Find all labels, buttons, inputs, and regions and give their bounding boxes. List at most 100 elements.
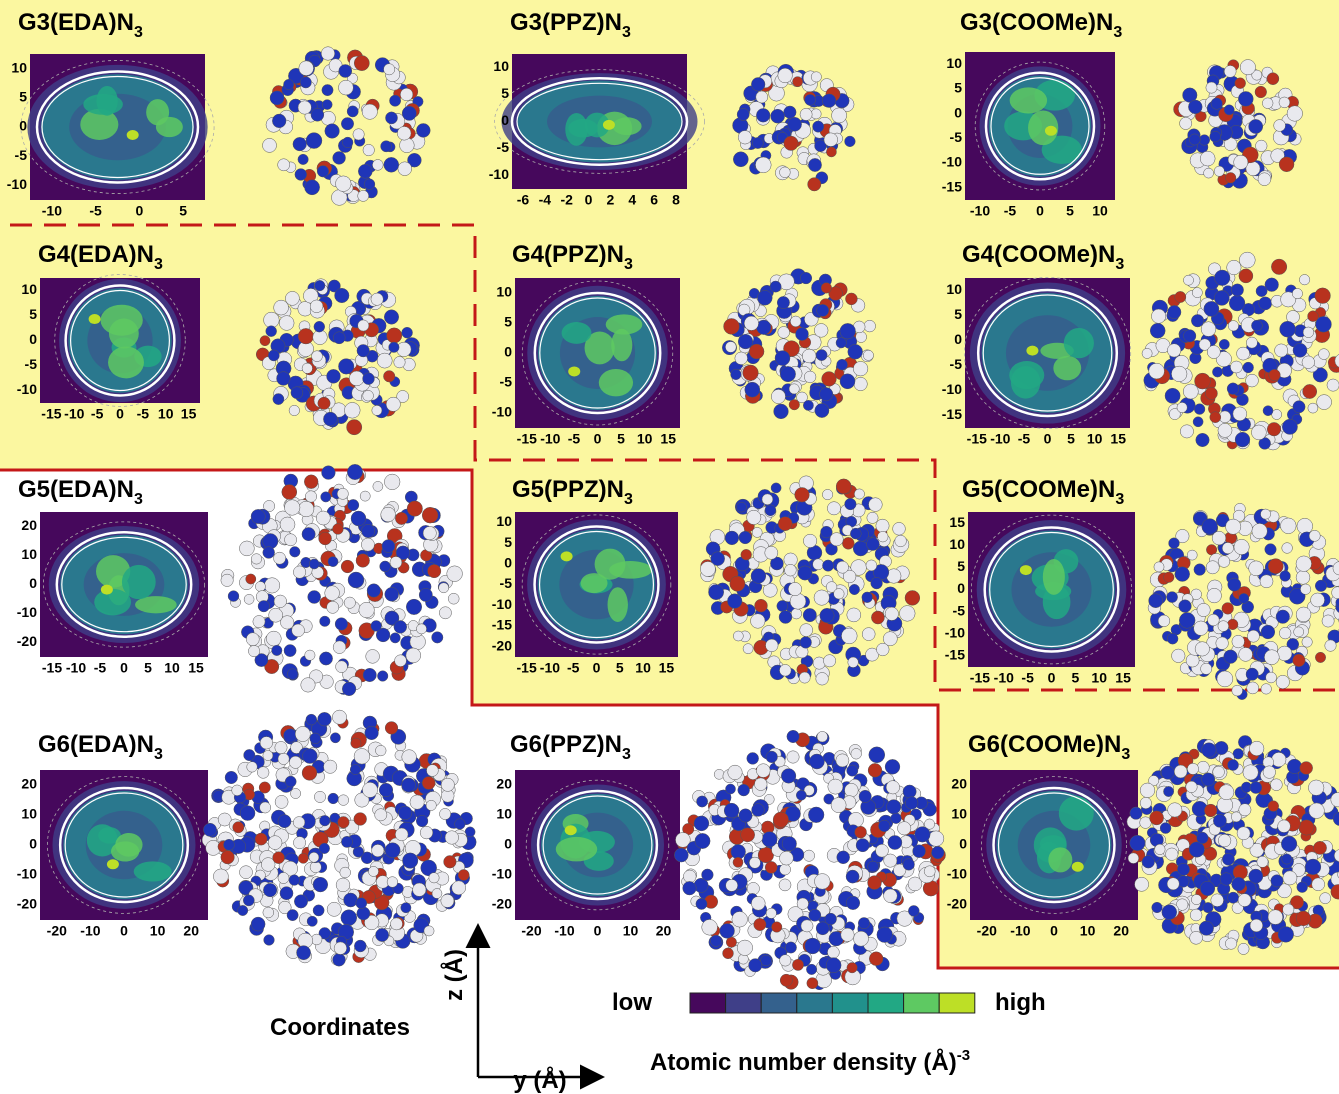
- x-tick-label: -5: [94, 660, 107, 676]
- panel: G6(PPZ)N320100-10-20-20-1001020: [492, 730, 946, 989]
- atom: [1202, 773, 1215, 786]
- colorbar-label-sup: -3: [957, 1047, 970, 1064]
- y-tick-label: 10: [496, 513, 512, 529]
- panel-title-name: G4(EDA)N: [38, 241, 154, 268]
- y-tick-label: 10: [949, 536, 965, 552]
- atom: [1225, 172, 1236, 183]
- atom: [808, 807, 824, 823]
- atom: [924, 866, 935, 877]
- atom: [1194, 621, 1209, 636]
- atom: [1218, 621, 1229, 632]
- atom: [1239, 269, 1253, 283]
- atom: [263, 547, 275, 559]
- atom: [314, 280, 325, 291]
- atom: [458, 869, 469, 880]
- atom: [372, 405, 382, 415]
- atom: [347, 420, 362, 435]
- atom: [297, 946, 311, 960]
- atom: [338, 817, 350, 829]
- atom: [278, 872, 289, 883]
- atom: [1279, 97, 1290, 108]
- atom: [384, 64, 395, 75]
- atom: [410, 795, 424, 809]
- atom: [1190, 931, 1203, 944]
- atom: [743, 365, 759, 381]
- atom: [1283, 871, 1297, 885]
- y-tick-label: -10: [942, 381, 962, 397]
- atom: [899, 606, 915, 622]
- atom: [356, 554, 370, 568]
- density-spot: [96, 86, 117, 116]
- atom: [859, 790, 871, 802]
- atom: [278, 753, 289, 764]
- atom: [836, 754, 849, 767]
- atom: [1210, 412, 1221, 423]
- atom: [1268, 801, 1279, 812]
- atom: [877, 531, 888, 542]
- atom: [787, 730, 799, 742]
- atom: [836, 338, 846, 348]
- atom: [372, 159, 383, 170]
- x-tick-label: 0: [120, 660, 128, 676]
- y-tick-label: -5: [950, 129, 963, 145]
- atom: [827, 946, 839, 958]
- atom: [1130, 807, 1142, 819]
- atom: [735, 352, 748, 365]
- density-spot: [134, 861, 172, 881]
- atom: [1203, 902, 1213, 912]
- atom: [1271, 875, 1283, 887]
- atom: [344, 893, 358, 907]
- atom: [802, 349, 816, 363]
- y-tick-label: -5: [953, 602, 966, 618]
- atom: [777, 600, 788, 611]
- atom: [298, 328, 314, 344]
- atom: [341, 118, 353, 130]
- atom: [905, 591, 920, 606]
- panel-title-name: G6(EDA)N: [38, 731, 154, 758]
- atom: [310, 861, 321, 872]
- atom: [720, 924, 735, 939]
- atom: [1211, 98, 1222, 109]
- atom: [1162, 905, 1177, 920]
- atom: [382, 540, 395, 553]
- atom: [831, 798, 846, 813]
- atom: [1239, 252, 1255, 268]
- atom: [312, 351, 323, 362]
- atom: [1261, 509, 1271, 519]
- atom: [822, 489, 832, 499]
- x-tick-label: 5: [1067, 431, 1075, 447]
- atom: [846, 870, 859, 883]
- atom: [811, 72, 821, 82]
- atom: [866, 560, 877, 571]
- atom: [244, 749, 255, 760]
- x-tick-label: -10: [66, 660, 86, 676]
- x-tick-label: 0: [116, 406, 124, 422]
- atom: [422, 507, 438, 523]
- atom: [847, 765, 858, 776]
- atom: [908, 905, 919, 916]
- density-spot: [109, 319, 139, 349]
- atom: [891, 813, 902, 824]
- atom: [287, 669, 298, 680]
- atom: [1246, 374, 1259, 387]
- atom: [1135, 877, 1149, 891]
- atom: [784, 136, 798, 150]
- atom: [320, 616, 330, 626]
- atom: [290, 547, 301, 558]
- atom: [311, 108, 324, 121]
- atom: [263, 750, 273, 760]
- atom: [309, 852, 319, 862]
- atom: [238, 905, 248, 915]
- atom: [264, 578, 279, 593]
- atom: [280, 887, 293, 900]
- y-tick-label: 0: [29, 575, 37, 591]
- atom: [275, 795, 288, 808]
- atom: [1276, 675, 1289, 688]
- atom: [364, 179, 375, 190]
- atom: [1167, 344, 1180, 357]
- atom: [347, 106, 358, 117]
- x-tick-label: 0: [594, 923, 602, 939]
- atom: [1249, 741, 1264, 756]
- atom: [1276, 610, 1290, 624]
- atom: [313, 877, 328, 892]
